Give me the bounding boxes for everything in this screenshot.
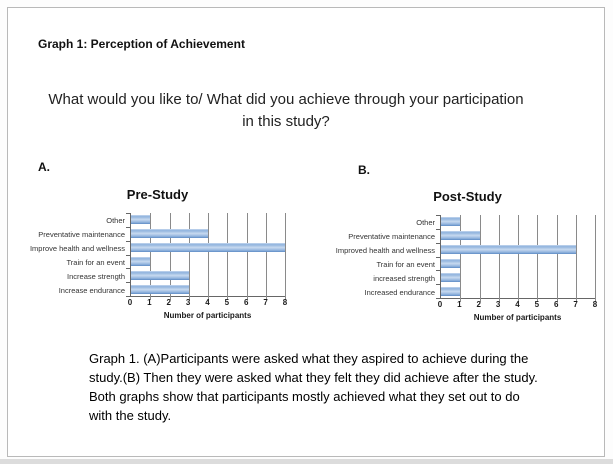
category-label: Improved health and wellness (335, 245, 435, 255)
gridline (265, 213, 267, 300)
bar (441, 286, 461, 296)
x-tick-label: 3 (495, 300, 501, 309)
x-tick-label: 6 (244, 298, 249, 307)
category-axis-tick (126, 282, 131, 284)
bar (131, 215, 151, 225)
plot-area (436, 215, 596, 302)
window-bottom-strip (0, 459, 613, 464)
category-label: increased strength (373, 273, 435, 283)
bar (441, 258, 461, 268)
x-tick-label: 4 (205, 298, 210, 307)
gridline (479, 215, 481, 302)
x-axis-title: Number of participants (163, 311, 252, 320)
panel-a-label: A. (38, 160, 50, 174)
category-axis-tick (126, 240, 131, 242)
gridline (498, 215, 500, 302)
pre-study-bar-chart: Pre-Study Other Preventative maintenance Im… (30, 184, 288, 320)
x-tick-label: 5 (534, 300, 540, 309)
x-axis-ticks: 0 1 2 3 4 5 6 7 8 (127, 297, 288, 307)
category-axis-tick (126, 296, 131, 297)
x-tick-label: 8 (592, 300, 598, 309)
gridline (537, 215, 539, 302)
x-tick-label: 0 (437, 300, 443, 309)
gridline (188, 213, 190, 300)
gridline (556, 215, 558, 302)
bar (131, 256, 151, 266)
document-heading: Graph 1: Perception of Achievement (38, 37, 245, 51)
category-label: Increase strength (67, 271, 125, 281)
gridline (246, 213, 248, 300)
bar (131, 243, 285, 253)
figure-caption-line-3: Both graphs show that participants mostl… (89, 389, 520, 404)
category-axis-tick (436, 270, 441, 272)
x-tick-label: 7 (263, 298, 268, 307)
panel-b-label: B. (358, 163, 370, 177)
x-tick-label: 5 (224, 298, 230, 307)
category-label: Preventative maintenance (348, 231, 435, 241)
bar (441, 217, 461, 227)
category-label: Other (106, 215, 125, 225)
category-axis-tick (126, 254, 131, 256)
x-tick-label: 1 (147, 298, 152, 307)
bar (131, 270, 189, 280)
category-axis-tick (436, 284, 441, 286)
gridline (575, 215, 577, 302)
category-label: Increase endurance (58, 285, 125, 295)
category-axis-tick (126, 268, 131, 270)
category-label: Train for an event (66, 257, 125, 267)
figure-caption-line-1: Graph 1. (A)Participants were asked what… (89, 351, 529, 366)
bar (441, 231, 480, 241)
category-label: Improve health and wellness (29, 243, 125, 253)
x-tick-label: 2 (166, 298, 171, 307)
plot-area (126, 213, 286, 300)
post-study-bar-chart: Post-Study Other Preventative maintenance I… (335, 186, 598, 322)
category-label: Increased endurance (364, 287, 435, 297)
x-tick-label: 1 (457, 300, 462, 309)
x-tick-label: 8 (282, 298, 288, 307)
category-label: Other (416, 217, 435, 227)
figure-caption-line-2: study.(B) Then they were asked what they… (89, 370, 538, 385)
category-axis-tick (436, 215, 441, 216)
category-axis-labels: Other Preventative maintenance Improve hea… (30, 213, 130, 297)
bar (441, 272, 461, 282)
bar (441, 245, 576, 255)
x-tick-label: 7 (573, 300, 578, 309)
x-tick-label: 3 (185, 298, 191, 307)
category-axis-tick (436, 256, 441, 258)
category-axis-tick (126, 213, 131, 214)
plot-region: Other Preventative maintenance Improved he… (335, 215, 596, 302)
x-tick-label: 6 (554, 300, 559, 309)
document-page: Graph 1: Perception of Achievement What … (7, 7, 605, 457)
category-axis-tick (436, 228, 441, 230)
plot-region: Other Preventative maintenance Improve hea… (30, 213, 286, 300)
gridline (285, 213, 286, 300)
figure-caption-line-4: with the study. (89, 408, 172, 423)
gridline (227, 213, 229, 300)
category-label: Train for an event (376, 259, 435, 269)
gridline (595, 215, 596, 302)
gridline (518, 215, 519, 302)
category-label: Preventative maintenance (38, 229, 125, 239)
category-axis-tick (436, 298, 441, 299)
chart-title: Pre-Study (126, 187, 189, 202)
figure-caption: Graph 1. (A)Participants were asked what… (89, 349, 538, 425)
chart-title: Post-Study (433, 189, 502, 204)
category-axis-labels: Other Preventative maintenance Improved he… (335, 215, 440, 299)
x-axis-ticks: 0 1 2 3 4 5 6 7 8 (437, 299, 598, 309)
category-axis-tick (126, 226, 131, 228)
x-tick-label: 0 (127, 298, 133, 307)
survey-question-line-1: What would you like to/ What did you ach… (48, 91, 524, 108)
bar (131, 284, 189, 294)
gridline (460, 215, 462, 302)
survey-question-line-2: in this study? (242, 113, 330, 130)
gridline (169, 213, 171, 300)
x-tick-label: 2 (476, 300, 481, 309)
x-tick-label: 4 (515, 300, 520, 309)
gridline (208, 213, 209, 300)
x-axis-title: Number of participants (473, 313, 562, 322)
bar (131, 229, 208, 239)
survey-question: What would you like to/ What did you ach… (26, 89, 546, 133)
category-axis-tick (436, 242, 441, 244)
gridline (150, 213, 152, 300)
